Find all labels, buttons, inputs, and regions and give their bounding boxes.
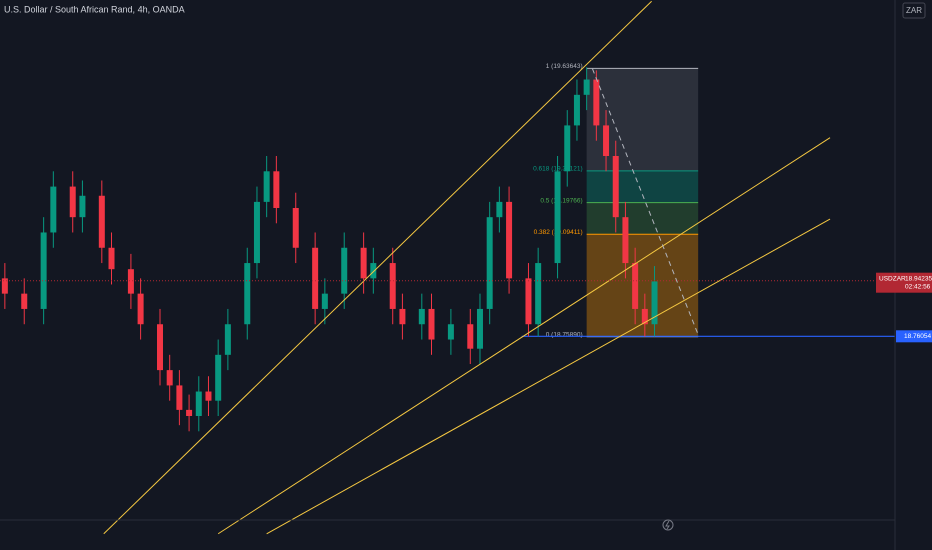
candle-body [292, 208, 299, 248]
candle-body [321, 293, 328, 309]
candle-body [593, 79, 600, 126]
fib-label: 0 (18.75890) [546, 332, 583, 339]
candle-body [273, 171, 280, 208]
projection-line [592, 68, 699, 335]
candle-body [573, 94, 580, 126]
trend-line [103, 0, 652, 535]
candle-body [467, 324, 474, 349]
candle-body [186, 409, 193, 416]
candle-body [176, 385, 183, 410]
candle-body [535, 263, 542, 325]
candle-body [564, 125, 571, 172]
fib-label: 0.5 (19.19766) [540, 197, 582, 204]
candle-body [156, 324, 163, 371]
candle-body [244, 263, 251, 325]
event-icon-bolt [665, 520, 670, 530]
candle-body [651, 281, 658, 325]
candle-body [428, 308, 435, 340]
candle-body [215, 354, 222, 401]
candle-body [476, 308, 483, 349]
candle-body [312, 247, 319, 309]
candle-body [195, 391, 202, 416]
candle-body [1, 278, 8, 294]
candle-body [554, 171, 561, 264]
candle-body [603, 125, 610, 156]
support-price-tag [896, 330, 932, 343]
candle-body [447, 324, 454, 340]
candle-body [98, 195, 105, 248]
candle-body [399, 308, 406, 325]
candle-body [418, 308, 425, 325]
candle-body [40, 232, 47, 309]
candle-body [108, 247, 115, 270]
last-price-tag [876, 272, 932, 293]
candle-body [612, 156, 619, 218]
candle-body [137, 293, 144, 325]
candle-body [389, 263, 396, 309]
currency-label[interactable]: ZAR [906, 6, 922, 15]
candle-body [21, 293, 28, 309]
last-price-symbol: USDZAR [879, 275, 906, 282]
candle-body [166, 370, 173, 386]
trend-line [266, 218, 831, 535]
candle-body [496, 201, 503, 218]
candle-body [224, 324, 231, 355]
candle-body [486, 217, 493, 309]
candle-body [253, 201, 260, 264]
support-price-value: 18.76054 [904, 333, 931, 340]
candle-body [506, 201, 513, 279]
fib-zone [586, 170, 699, 203]
candle-body [583, 79, 590, 95]
candle-body [50, 186, 57, 233]
candle-body [205, 391, 212, 401]
candle-body [341, 247, 348, 294]
candle-body [79, 195, 86, 218]
last-price-countdown: 02:42:56 [905, 283, 931, 290]
candle-body [263, 171, 270, 202]
candle-body [641, 308, 648, 325]
fib-zone [586, 202, 699, 235]
candle-body [622, 217, 629, 264]
currency-button[interactable] [902, 2, 926, 19]
candle-body [127, 269, 134, 294]
candle-body [632, 263, 639, 309]
event-icon[interactable] [662, 519, 674, 531]
candle-body [370, 263, 377, 279]
candle-body [360, 247, 367, 279]
candle-body [525, 278, 532, 325]
candle-body [69, 186, 76, 218]
trend-line [217, 137, 831, 535]
last-price-value: 18.94235 [905, 275, 932, 282]
chart-title: U.S. Dollar / South African Rand, 4h, OA… [4, 4, 185, 14]
fib-label: 1 (19.63643) [546, 63, 583, 70]
